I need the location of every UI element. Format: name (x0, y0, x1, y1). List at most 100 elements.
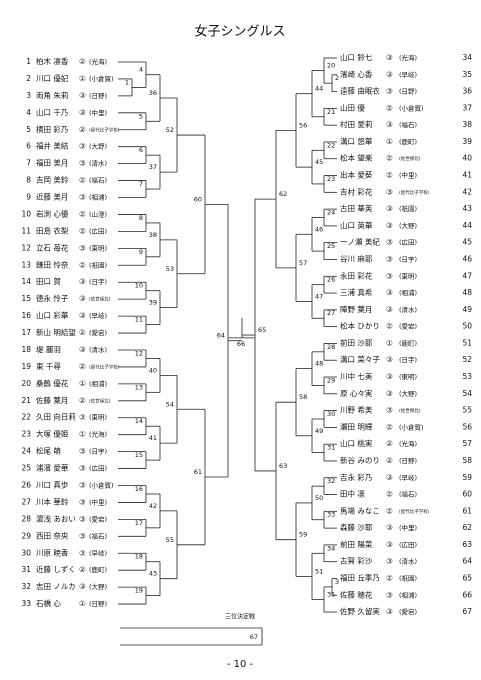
player-name: 近藤 美月 (36, 192, 68, 202)
player-name: 浦濱 愛華 (36, 463, 69, 473)
player-grade: ① (79, 599, 86, 608)
entry-number: 57 (462, 439, 472, 448)
player-school: (相浦) (89, 193, 107, 202)
player-grade: ② (79, 362, 86, 371)
match-number: 14 (135, 417, 143, 425)
match-number: 65 (258, 326, 266, 334)
entry-number: 8 (26, 176, 31, 185)
entry-number: 44 (462, 221, 472, 230)
player-school: (日宇) (399, 254, 417, 263)
player-grade: ③ (79, 447, 86, 456)
player-grade: ③ (79, 345, 86, 354)
player-school: (愛宕) (399, 607, 417, 616)
entry-number: 9 (26, 193, 31, 202)
match-number: 35 (327, 590, 335, 598)
player-school: (愛宕) (399, 322, 417, 331)
entry-number: 1 (26, 57, 31, 66)
player-name: 岩渕 心優 (36, 208, 69, 218)
match-number: 56 (299, 121, 307, 129)
entry-number: 14 (21, 277, 31, 286)
player-school: (大野) (89, 582, 107, 591)
match-number: 57 (299, 259, 307, 267)
entry-number: 29 (21, 531, 31, 540)
player-school: (屋代比子学校) (399, 189, 430, 196)
player-name: 横田 彩乃 (36, 124, 68, 134)
player-name: 志田 ノルカ (36, 581, 76, 591)
player-name: 佐野 久留実 (340, 606, 380, 616)
player-grade: ③ (79, 531, 86, 540)
player-name: 吉永 彩乃 (340, 472, 372, 482)
player-name: 福井 美結 (36, 141, 69, 151)
player-name: 吉村 彩花 (340, 186, 373, 196)
entry-number: 54 (462, 389, 472, 398)
match-number: 50 (315, 494, 323, 502)
player-name: 山田 優 (340, 102, 365, 112)
entry-number: 48 (462, 288, 472, 297)
entry-number: 32 (21, 582, 31, 591)
entry-number: 15 (21, 294, 31, 303)
player-name: 馬場 みなこ (340, 505, 380, 515)
player-grade: ② (386, 573, 393, 582)
player-grade: ③ (79, 159, 86, 168)
match-number: 17 (135, 519, 143, 527)
match-number: 66 (237, 340, 245, 348)
player-grade: ② (79, 260, 86, 269)
match-number: 11 (135, 316, 143, 324)
player-name: 徳永 怜子 (36, 293, 69, 303)
match-number: 29 (327, 376, 335, 384)
player-school: (光海) (89, 430, 107, 439)
match-number: 41 (149, 434, 157, 442)
player-grade: ③ (386, 204, 393, 213)
entry-number: 28 (21, 514, 31, 523)
player-name: 佐藤 穂花 (340, 589, 373, 599)
match-number: 45 (315, 158, 323, 166)
player-name: 松尾 萌 (36, 446, 61, 456)
player-school: (東明) (399, 271, 417, 280)
player-grade: ③ (79, 193, 86, 202)
match-number: 21 (327, 108, 335, 116)
entry-number: 53 (462, 372, 472, 381)
entry-number: 66 (462, 590, 472, 599)
player-name: 田中 凛 (340, 489, 365, 499)
entry-number: 12 (21, 243, 31, 252)
player-grade: ③ (386, 221, 393, 230)
entry-number: 52 (462, 355, 472, 364)
player-grade: ③ (79, 142, 86, 151)
match-number: 6 (139, 146, 143, 154)
player-name: 鎌田 怜奈 (36, 259, 69, 269)
entry-number: 50 (462, 322, 472, 331)
match-number: 9 (139, 248, 143, 256)
entry-number: 16 (21, 311, 31, 320)
player-name: 柏木 凛香 (36, 56, 69, 66)
player-grade: ③ (386, 540, 393, 549)
player-grade: ② (79, 57, 86, 66)
player-name: 福田 美月 (36, 158, 68, 168)
player-name: 濵浅 あおい (36, 513, 76, 523)
entry-number: 34 (462, 53, 472, 62)
player-grade: ③ (386, 523, 393, 532)
entry-number: 7 (26, 159, 31, 168)
player-grade: ③ (79, 413, 86, 422)
player-school: (佐世保北) (89, 296, 111, 303)
player-school: (愛宕) (89, 514, 107, 523)
player-name: 永田 彩花 (340, 270, 373, 280)
player-grade: ② (79, 176, 86, 185)
player-school: (佐世保北) (399, 155, 421, 162)
player-school: (大野) (399, 221, 417, 230)
player-name: 森藤 沙耶 (340, 522, 373, 532)
match-number: 54 (166, 400, 174, 408)
player-school: (広田) (89, 226, 107, 235)
match-number: 46 (315, 225, 323, 233)
player-school: (小倉賀) (89, 74, 114, 83)
match-number: 7 (139, 180, 143, 188)
entry-number: 55 (462, 406, 472, 415)
entry-number: 24 (21, 447, 31, 456)
player-grade: ② (79, 125, 86, 134)
player-school: (屋代比子学校) (89, 126, 120, 133)
player-name: 溝口 菜々子 (340, 354, 380, 364)
player-school: (広田) (89, 464, 107, 473)
match-number: 59 (299, 531, 307, 539)
player-grade: ② (386, 322, 393, 331)
player-name: 川本 華鈴 (36, 496, 69, 506)
player-school: (早岐) (89, 311, 107, 320)
